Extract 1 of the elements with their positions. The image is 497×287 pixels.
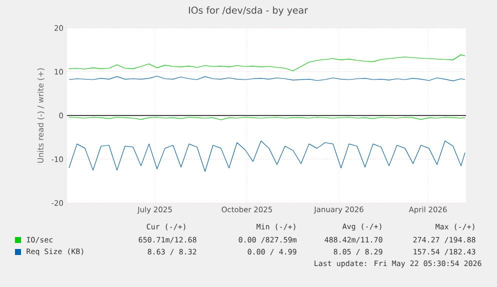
chart-title: IOs for /dev/sda - by year	[188, 6, 308, 16]
